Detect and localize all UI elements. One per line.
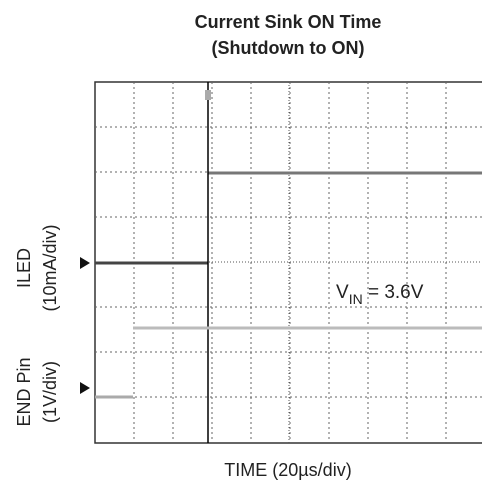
x-label: TIME (20µs/div) (224, 460, 351, 480)
vin-sub: IN (349, 291, 363, 307)
y-label: ILED (14, 248, 34, 288)
y-label: (10mA/div) (40, 224, 60, 311)
y-label: END Pin (14, 357, 34, 426)
end-ground-marker (80, 382, 90, 394)
vin-rest: = 3.6V (363, 282, 424, 303)
plot-frame (94, 81, 482, 444)
trigger-marker (205, 90, 211, 100)
vin-annotation: VIN = 3.6V (336, 282, 424, 307)
y-label: (1V/div) (40, 361, 60, 423)
iled-ground-marker (80, 257, 90, 269)
vin-main: V (336, 282, 349, 303)
title-line: (Shutdown to ON) (212, 38, 365, 58)
title-line: Current Sink ON Time (195, 12, 382, 32)
